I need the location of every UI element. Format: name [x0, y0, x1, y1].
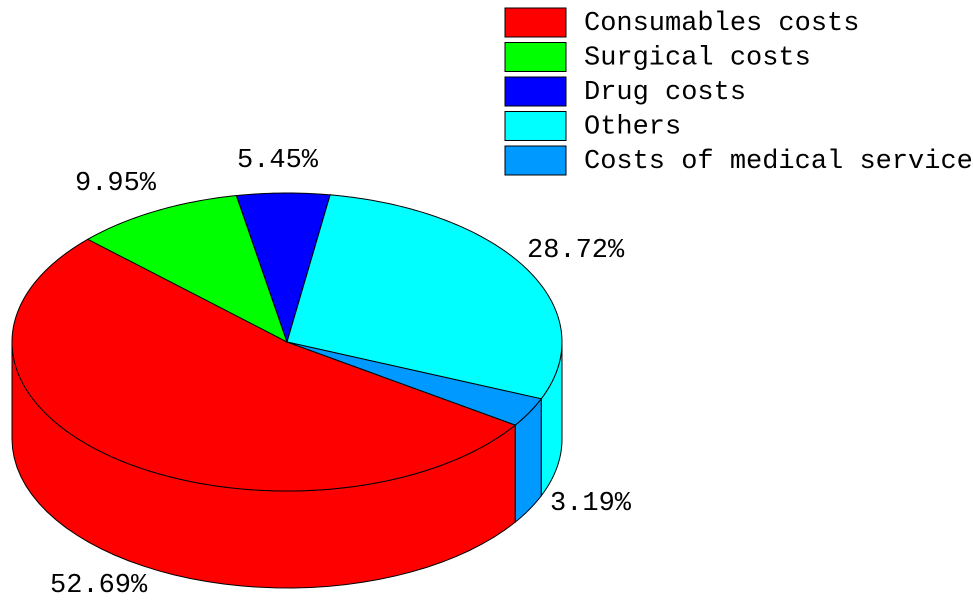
legend-label: Consumables costs [584, 9, 859, 39]
legend-swatch [504, 7, 567, 38]
data-label: 28.72% [527, 236, 625, 266]
legend-swatch [504, 145, 567, 176]
legend-swatch [504, 111, 567, 141]
pie-slice [11, 238, 517, 492]
pie-slice [286, 194, 563, 400]
legend-label: Surgical costs [584, 44, 811, 74]
pie-slice [86, 195, 288, 344]
legend-swatch [504, 42, 567, 72]
pie-slice [235, 192, 331, 344]
data-label: 9.95% [75, 169, 157, 199]
data-label: 52.69% [50, 571, 148, 601]
data-label: 3.19% [550, 489, 632, 519]
legend-label: Others [584, 113, 681, 143]
legend-swatch [504, 76, 567, 107]
legend-label: Costs of medical service [584, 147, 973, 177]
legend-label: Drug costs [584, 78, 746, 108]
data-label: 5.45% [237, 146, 319, 176]
pie-slice [286, 341, 543, 426]
